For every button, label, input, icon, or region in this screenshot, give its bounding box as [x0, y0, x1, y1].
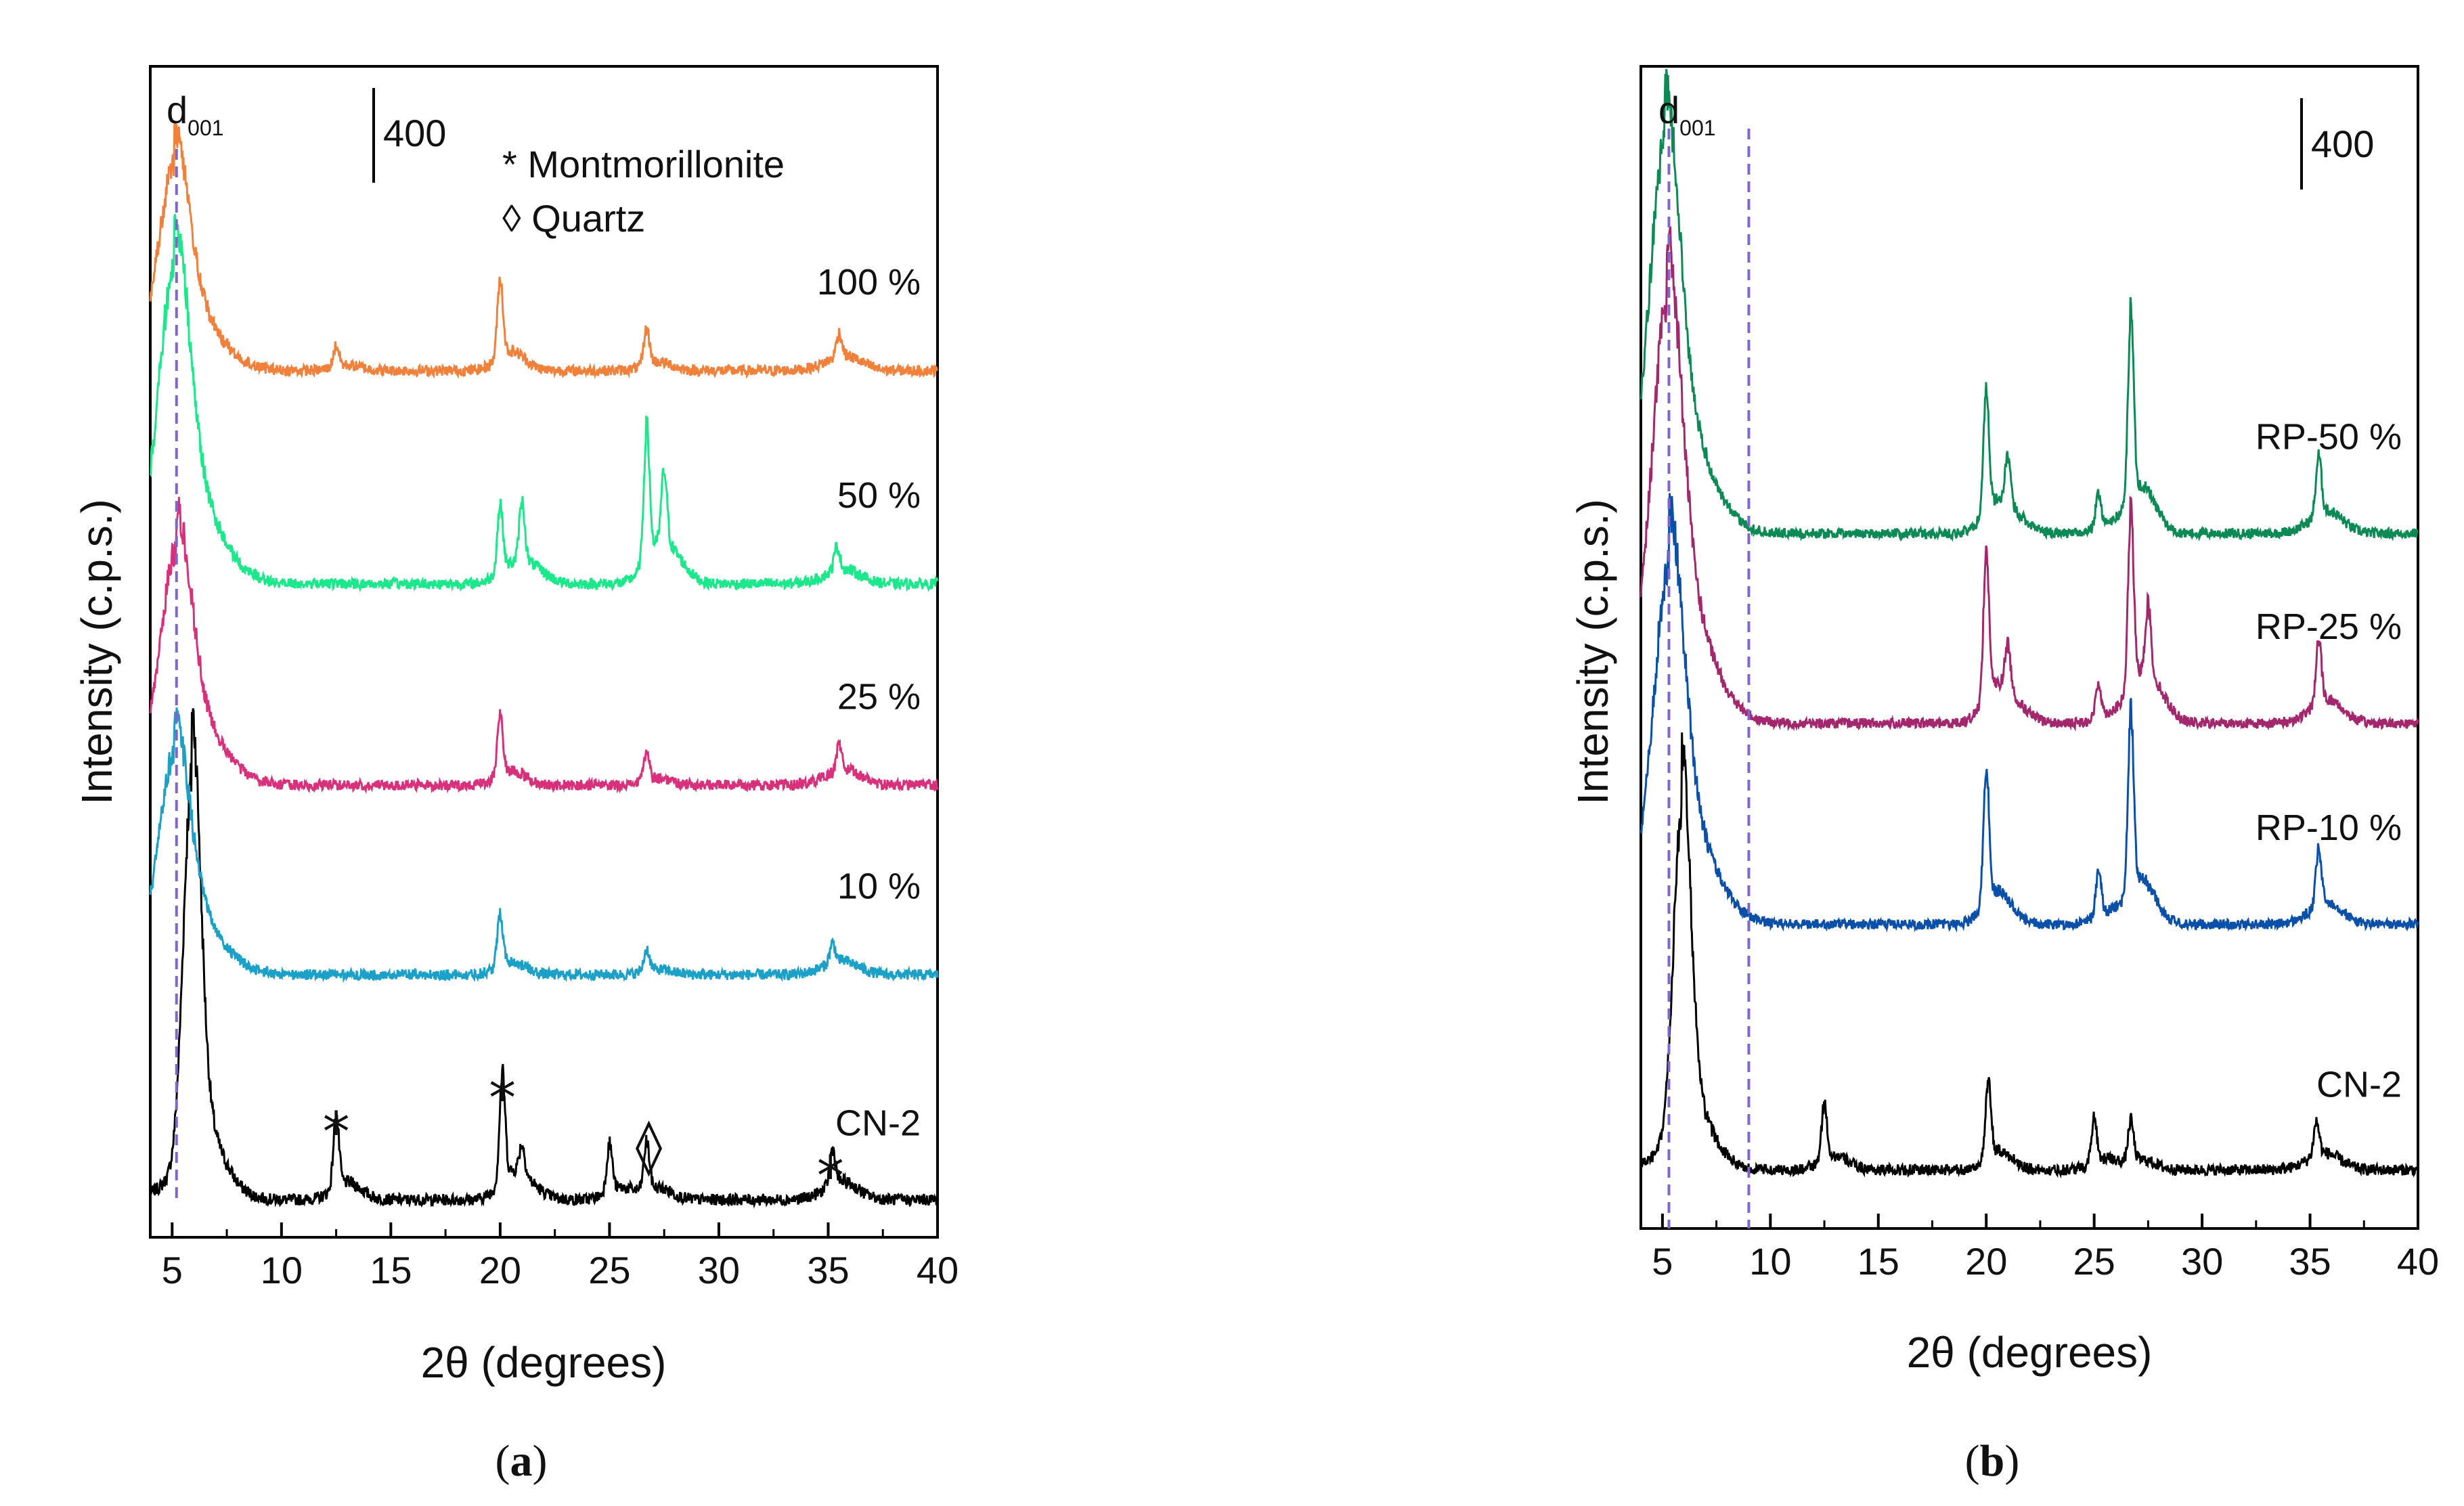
- series-25--line: [149, 497, 939, 794]
- x-tick-label: 40: [917, 1249, 959, 1291]
- panel-a-scale-bar-label: 400: [383, 112, 446, 154]
- series-label-25-: 25 %: [837, 677, 921, 717]
- panel-b-ylabel: Intensity (c.p.s.): [1568, 499, 1617, 805]
- montmorillonite-peak-marker: *: [817, 1145, 844, 1208]
- series-cn-2-line: [149, 708, 939, 1209]
- panel-b-series-labels: CN-2 RP-10 % RP-25 % RP-50 %: [2256, 417, 2402, 1105]
- x-tick-label: 30: [698, 1249, 740, 1291]
- panel-a-legend: * Montmorillonite ◊ Quartz: [502, 143, 785, 240]
- x-tick-label: 5: [1652, 1240, 1673, 1283]
- series-label-100-: 100 %: [817, 262, 921, 303]
- panel-b-dashed: [1667, 129, 1751, 1228]
- panel-a-d001-label: d001: [167, 89, 224, 140]
- panel-a-markers: * * ◊ *: [323, 1067, 844, 1208]
- series-label-rp-50-: RP-50 %: [2256, 417, 2402, 458]
- panel-a-series-labels: CN-2 10 % 25 % 50 % 100 %: [817, 262, 921, 1144]
- series-cn-2-line: [1640, 732, 2419, 1179]
- panel-b-frame: [1640, 65, 2419, 1230]
- x-tick-label: 25: [2073, 1240, 2115, 1283]
- series-label-cn-2: CN-2: [2316, 1065, 2402, 1105]
- panel-a-xticks: 5 10 15 20 25 30 35 40: [162, 1222, 959, 1291]
- series-rp-10--line: [1640, 493, 2419, 933]
- panel-a: 5 10 15 20 25 30 35 40 CN-210 %25 %50 %100 % **…: [72, 65, 959, 1486]
- legend-quartz: ◊ Quartz: [502, 197, 645, 240]
- x-tick-label: 20: [1965, 1240, 2007, 1283]
- legend-montmorillonite: * Montmorillonite: [502, 143, 785, 185]
- montmorillonite-peak-marker: *: [489, 1067, 516, 1130]
- panel-a-xlabel: 2θ (degrees): [421, 1338, 667, 1387]
- series-rp-25--line: [1640, 226, 2419, 732]
- x-tick-label: 10: [261, 1249, 303, 1291]
- panel-b-series: [1640, 68, 2419, 1179]
- panel-a-series: [149, 123, 939, 1209]
- x-tick-label: 25: [588, 1249, 630, 1291]
- x-tick-label: 35: [2289, 1240, 2331, 1283]
- x-tick-label: 30: [2181, 1240, 2223, 1283]
- x-tick-label: 15: [1857, 1240, 1899, 1283]
- series-10--line: [149, 707, 939, 983]
- panel-b-d001-label: d001: [1658, 89, 1716, 140]
- x-tick-label: 35: [807, 1249, 849, 1291]
- series-100--line: [149, 123, 938, 380]
- series-label-rp-25-: RP-25 %: [2256, 606, 2402, 647]
- series-label-cn-2: CN-2: [835, 1103, 921, 1144]
- panel-a-letter: (a): [496, 1436, 548, 1486]
- panel-b: 5 10 15 20 25 30 35 40 CN-2 RP-10 % RP-25 % RP-50 …: [1568, 65, 2439, 1486]
- series-50--line: [149, 214, 939, 593]
- panel-a-frame: [149, 65, 939, 1239]
- x-tick-label: 5: [162, 1249, 183, 1291]
- montmorillonite-peak-marker: *: [323, 1101, 350, 1164]
- x-tick-label: 10: [1749, 1240, 1791, 1283]
- quartz-peak-marker: ◊: [636, 1114, 663, 1177]
- series-label-50-: 50 %: [837, 475, 921, 516]
- panel-b-xlabel: 2θ (degrees): [1907, 1328, 2153, 1377]
- series-rp-50--line: [1640, 68, 2419, 542]
- x-tick-label: 20: [479, 1249, 521, 1291]
- panel-b-xticks: 5 10 15 20 25 30 35 40: [1652, 1214, 2439, 1283]
- x-tick-label: 40: [2397, 1240, 2439, 1283]
- x-tick-label: 15: [370, 1249, 412, 1291]
- panel-b-scale-bar-label: 400: [2311, 123, 2374, 165]
- series-label-rp-10-: RP-10 %: [2256, 807, 2402, 848]
- series-label-10-: 10 %: [837, 866, 921, 907]
- panel-b-letter: (b): [1965, 1436, 2020, 1486]
- panel-a-ylabel: Intensity (c.p.s.): [72, 499, 121, 805]
